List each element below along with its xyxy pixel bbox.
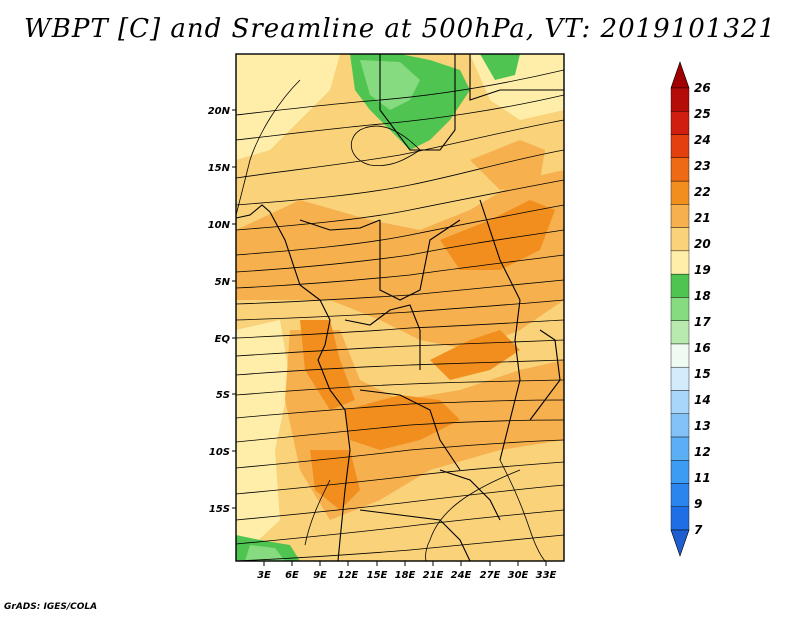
colorbar-labels: 7 9 11 12 13 14 15 16 17 18 19 20 21 22 23 24 25 26 xyxy=(694,81,711,537)
lon-tick-label: 15E xyxy=(367,570,388,581)
colorbar-top-arrow xyxy=(670,61,690,89)
lon-tick-label: 33E xyxy=(536,570,557,581)
lon-tick-label: 3E xyxy=(257,570,271,581)
colorbar-segment xyxy=(670,180,690,205)
colorbar-label: 13 xyxy=(694,419,711,433)
lat-tick-label: 20N xyxy=(208,106,231,117)
colorbar-label: 16 xyxy=(694,341,711,355)
colorbar-segment xyxy=(670,320,690,345)
lon-tick-label: 27E xyxy=(480,570,501,581)
lon-tick-label: 21E xyxy=(423,570,444,581)
lat-tick-label: 10S xyxy=(209,447,230,458)
colorbar-segment xyxy=(670,134,690,158)
colorbar-label: 26 xyxy=(694,81,711,95)
colorbar-label: 14 xyxy=(694,393,711,407)
colorbar-segment xyxy=(670,227,690,252)
colorbar-label: 21 xyxy=(694,211,711,225)
colorbar-label: 12 xyxy=(694,445,711,459)
colorbar-segment xyxy=(670,506,690,531)
colorbar-segment xyxy=(670,413,690,438)
colorbar-segment xyxy=(670,436,690,461)
colorbar-label: 22 xyxy=(694,185,711,199)
colorbar-label: 25 xyxy=(694,107,711,121)
colorbar-label: 18 xyxy=(694,289,711,303)
lat-tick-label: 10N xyxy=(208,220,231,231)
colorbar-segment xyxy=(670,343,690,368)
latitude-axis: 20N 15N 10N 5N EQ 5S 10S 15S xyxy=(208,106,236,515)
lon-tick-label: 9E xyxy=(313,570,327,581)
colorbar-segment xyxy=(670,483,690,507)
colorbar-label: 19 xyxy=(694,263,711,277)
lat-tick-label: EQ xyxy=(215,334,231,345)
colorbar: 7 9 11 12 13 14 15 16 17 18 19 20 21 22 23 24 25 26 xyxy=(670,61,711,557)
colorbar-segment xyxy=(670,111,690,135)
colorbar-segment xyxy=(670,250,690,275)
lat-tick-label: 5N xyxy=(215,277,231,288)
colorbar-segment xyxy=(670,297,690,321)
colorbar-label: 17 xyxy=(694,315,711,329)
colorbar-segment xyxy=(670,366,690,391)
colorbar-label: 11 xyxy=(694,471,711,485)
colorbar-label: 15 xyxy=(694,367,711,381)
lat-tick-label: 5S xyxy=(216,390,230,401)
colorbar-label: 9 xyxy=(694,497,702,511)
colorbar-label: 7 xyxy=(694,523,703,537)
lat-tick-label: 15S xyxy=(209,504,230,515)
longitude-axis: 3E 6E 9E 12E 15E 18E 21E 24E 27E 30E 33E xyxy=(257,561,557,581)
colorbar-segment xyxy=(670,87,690,112)
colorbar-label: 24 xyxy=(694,133,711,147)
grads-credit: GrADS: IGES/COLA xyxy=(4,602,98,612)
colorbar-segment xyxy=(670,157,690,182)
colorbar-bottom-arrow xyxy=(670,529,690,557)
lon-tick-label: 24E xyxy=(451,570,472,581)
colorbar-segment xyxy=(670,204,690,228)
lon-tick-label: 30E xyxy=(508,570,529,581)
map-title: WBPT [C] and Sreamline at 500hPa, VT: 20… xyxy=(24,14,776,44)
colorbar-segment xyxy=(670,273,690,298)
country-borders xyxy=(236,54,564,561)
lon-tick-label: 6E xyxy=(285,570,299,581)
plot-frame xyxy=(235,53,565,562)
lon-tick-label: 18E xyxy=(395,570,416,581)
colorbar-segment xyxy=(670,390,690,414)
colorbar-segments xyxy=(670,87,690,531)
colorbar-label: 20 xyxy=(694,237,711,251)
colorbar-segment xyxy=(670,460,690,484)
lat-tick-label: 15N xyxy=(208,163,231,174)
lon-tick-label: 12E xyxy=(338,570,359,581)
colorbar-label: 23 xyxy=(694,159,711,173)
streamlines xyxy=(236,69,564,561)
